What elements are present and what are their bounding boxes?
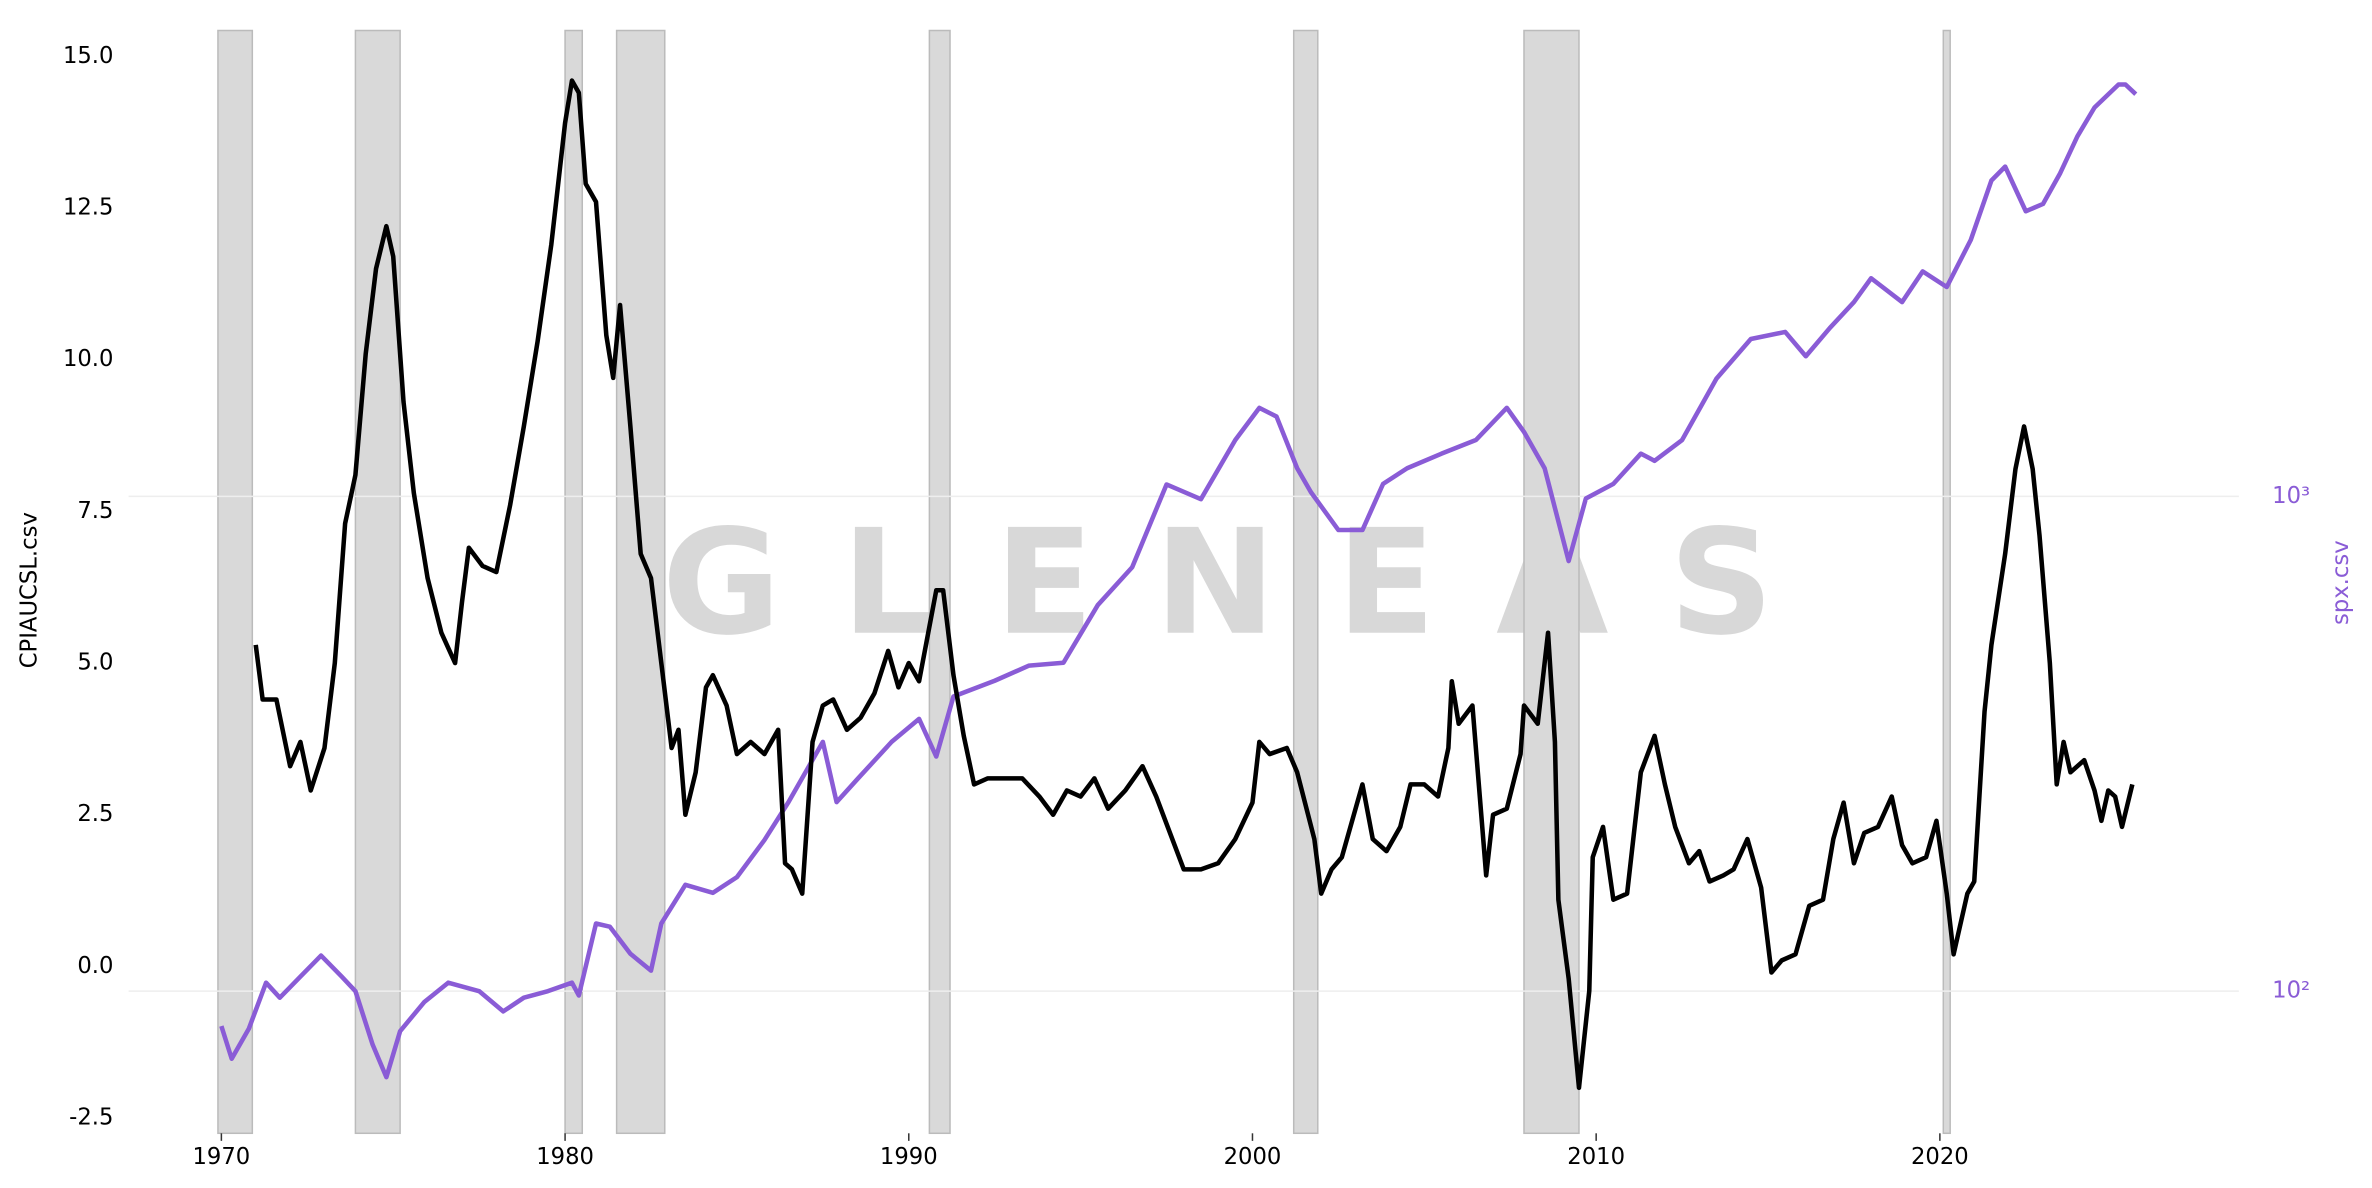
- x-tick-label: 1970: [193, 1144, 251, 1170]
- recession-band: [1523, 29, 1580, 1135]
- series-line: [219, 82, 2138, 1080]
- y2-tick-label: 10²: [2272, 978, 2310, 1004]
- recession-band: [564, 29, 584, 1135]
- y-tick-label: 5.0: [77, 650, 113, 676]
- x-tick-label: 2000: [1224, 1144, 1282, 1170]
- y-tick-label: 0.0: [77, 953, 113, 979]
- recession-band: [928, 29, 951, 1135]
- recession-band: [1292, 29, 1319, 1135]
- y-tick-label: 2.5: [77, 801, 113, 827]
- y-tick-label: 12.5: [63, 194, 114, 220]
- y-axis-label: CPIAUCSL.csv: [17, 512, 43, 668]
- y-tick-label: 15.0: [63, 43, 114, 69]
- y-tick-label: 7.5: [77, 498, 113, 524]
- y2-tick-label: 10³: [2272, 483, 2310, 509]
- recession-band: [615, 29, 666, 1135]
- y-tick-label: 10.0: [63, 346, 114, 372]
- recession-band: [354, 29, 401, 1135]
- x-tick-label: 1980: [536, 1144, 594, 1170]
- x-tick-label: 2010: [1567, 1144, 1625, 1170]
- watermark: GLENEAS: [662, 499, 1834, 668]
- series-line: [253, 78, 2135, 1091]
- x-tick-label: 1990: [880, 1144, 938, 1170]
- y-tick-label: -2.5: [69, 1105, 113, 1131]
- y2-axis-label: spx.csv: [2328, 540, 2354, 625]
- x-tick-label: 2020: [1911, 1144, 1969, 1170]
- recession-band: [1942, 29, 1951, 1135]
- recession-band: [217, 29, 254, 1135]
